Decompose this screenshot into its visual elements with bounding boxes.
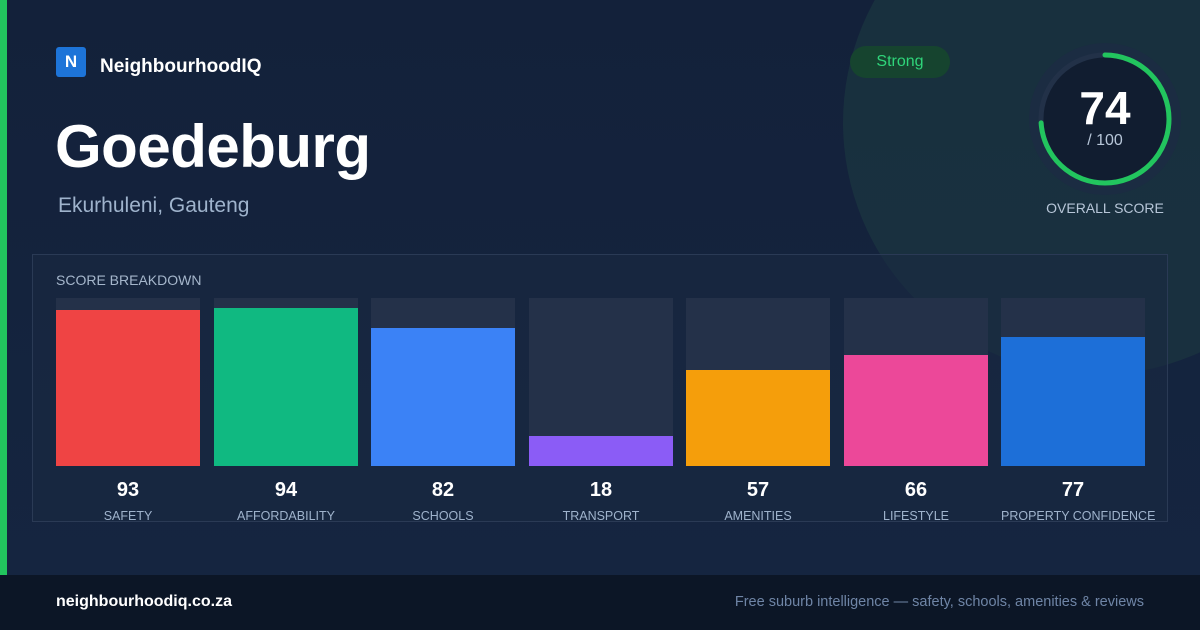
bar-value-schools: 82 xyxy=(431,479,455,501)
bar-track-amenities xyxy=(686,298,830,466)
bar-label-lifestyle: LIFESTYLE xyxy=(883,509,949,523)
bar-safety xyxy=(56,310,200,466)
overall-score-max: / 100 xyxy=(1087,132,1123,149)
bar-property-confidence xyxy=(1001,337,1145,466)
brand: N NeighbourhoodIQ xyxy=(56,46,261,78)
overall-score-value: 74 xyxy=(1079,82,1131,134)
bar-track-affordability xyxy=(214,298,358,466)
bar-track-lifestyle xyxy=(844,298,988,466)
bar-label-schools: SCHOOLS xyxy=(412,509,474,523)
overall-score-ring xyxy=(1029,43,1181,195)
bar-affordability xyxy=(214,308,358,466)
rating-badge: Strong xyxy=(850,46,950,78)
bar-amenities xyxy=(686,370,830,466)
bar-label-affordability: AFFORDABILITY xyxy=(237,509,335,523)
suburb-title: Goedeburg xyxy=(55,113,371,180)
bar-schools xyxy=(371,328,515,466)
bar-value-amenities: 57 xyxy=(746,479,770,501)
bar-value-safety: 93 xyxy=(116,479,140,501)
bar-label-safety: SAFETY xyxy=(103,509,153,523)
bar-label-property-confidence: PROPERTY CONFIDENCE xyxy=(1001,509,1156,523)
brand-name: NeighbourhoodIQ xyxy=(100,56,262,77)
suburb-region: Ekurhuleni, Gauteng xyxy=(58,194,250,217)
bar-label-amenities: AMENITIES xyxy=(724,509,792,523)
bar-transport xyxy=(529,436,673,466)
bar-value-property-confidence: 77 xyxy=(1061,479,1085,501)
bar-value-lifestyle: 66 xyxy=(904,479,928,501)
overall-score-label: OVERALL SCORE xyxy=(1046,200,1164,216)
bar-track-property-confidence xyxy=(1001,298,1145,466)
bar-label-transport: TRANSPORT xyxy=(562,509,640,523)
bar-track-transport xyxy=(529,298,673,466)
footer-url: neighbourhoodiq.co.za xyxy=(56,593,232,610)
bar-track-safety xyxy=(56,298,200,466)
footer-tagline: Free suburb intelligence — safety, schoo… xyxy=(734,594,1144,610)
bar-track-schools xyxy=(371,298,515,466)
brand-logo-icon: N xyxy=(56,47,86,77)
score-breakdown-title: SCORE BREAKDOWN xyxy=(56,272,202,288)
score-ring-progress xyxy=(1038,52,1172,186)
footer xyxy=(0,575,1200,630)
accent-bar xyxy=(0,0,7,575)
bar-value-transport: 18 xyxy=(589,479,613,501)
bar-value-affordability: 94 xyxy=(274,479,298,501)
bar-lifestyle xyxy=(844,355,988,466)
